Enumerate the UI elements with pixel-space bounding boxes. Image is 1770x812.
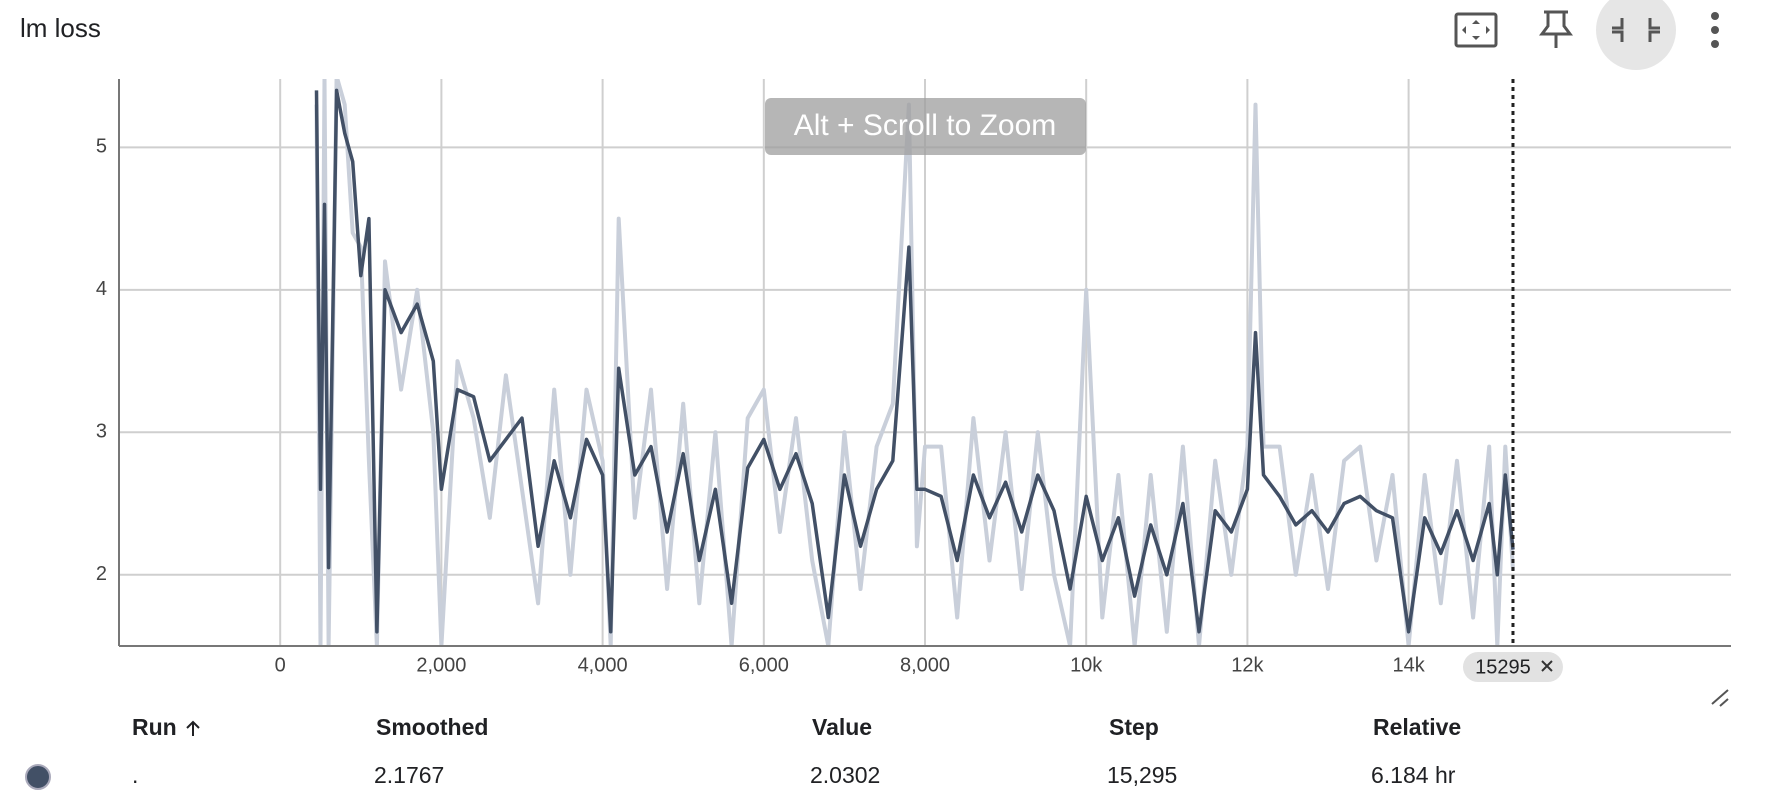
column-header: Smoothed: [376, 714, 488, 740]
table-cell: 6.184 hr: [1371, 762, 1456, 788]
smoothed-line: [314, 88, 1515, 634]
zoom-hint-bg: [765, 98, 1086, 155]
cursor-chip-label: 15295: [1475, 656, 1531, 678]
x-tick-label: 14k: [1392, 654, 1425, 676]
y-tick-label: 2: [96, 563, 107, 585]
resize-handle[interactable]: [1711, 689, 1729, 707]
table-cell: .: [132, 762, 138, 788]
x-tick-label: 0: [275, 654, 286, 676]
table-cell: 15,295: [1107, 762, 1177, 788]
pin-icon[interactable]: [1539, 10, 1573, 48]
y-tick-label: 4: [96, 278, 107, 300]
table-cell: 2.1767: [374, 762, 444, 788]
x-tick-label: 6,000: [739, 654, 789, 676]
y-tick-label: 5: [96, 136, 107, 158]
column-header: Step: [1109, 714, 1159, 740]
collapse-button-bg[interactable]: [1596, 0, 1676, 70]
column-header: Value: [812, 714, 872, 740]
column-header: Relative: [1373, 714, 1461, 740]
x-tick-label: 4,000: [578, 654, 628, 676]
cursor-chip: [1462, 652, 1563, 682]
run-color-dot: [25, 764, 51, 790]
table-cell: 2.0302: [810, 762, 880, 788]
card-title: lm loss: [20, 13, 101, 43]
more-icon[interactable]: [1711, 12, 1719, 48]
collapse-icon[interactable]: [1612, 18, 1660, 42]
sort-arrow: [186, 720, 200, 736]
fit-icon[interactable]: [1454, 12, 1498, 48]
cursor-chip-close: [1541, 660, 1553, 672]
y-tick-label: 3: [96, 421, 107, 443]
x-tick-label: 10k: [1070, 654, 1103, 676]
x-tick-label: 8,000: [900, 654, 950, 676]
raw-line: [314, 79, 1515, 646]
x-tick-label: 12k: [1231, 654, 1264, 676]
column-header: Run: [132, 714, 177, 740]
zoom-hint: Alt + Scroll to Zoom: [794, 109, 1057, 142]
x-tick-label: 2,000: [416, 654, 466, 676]
